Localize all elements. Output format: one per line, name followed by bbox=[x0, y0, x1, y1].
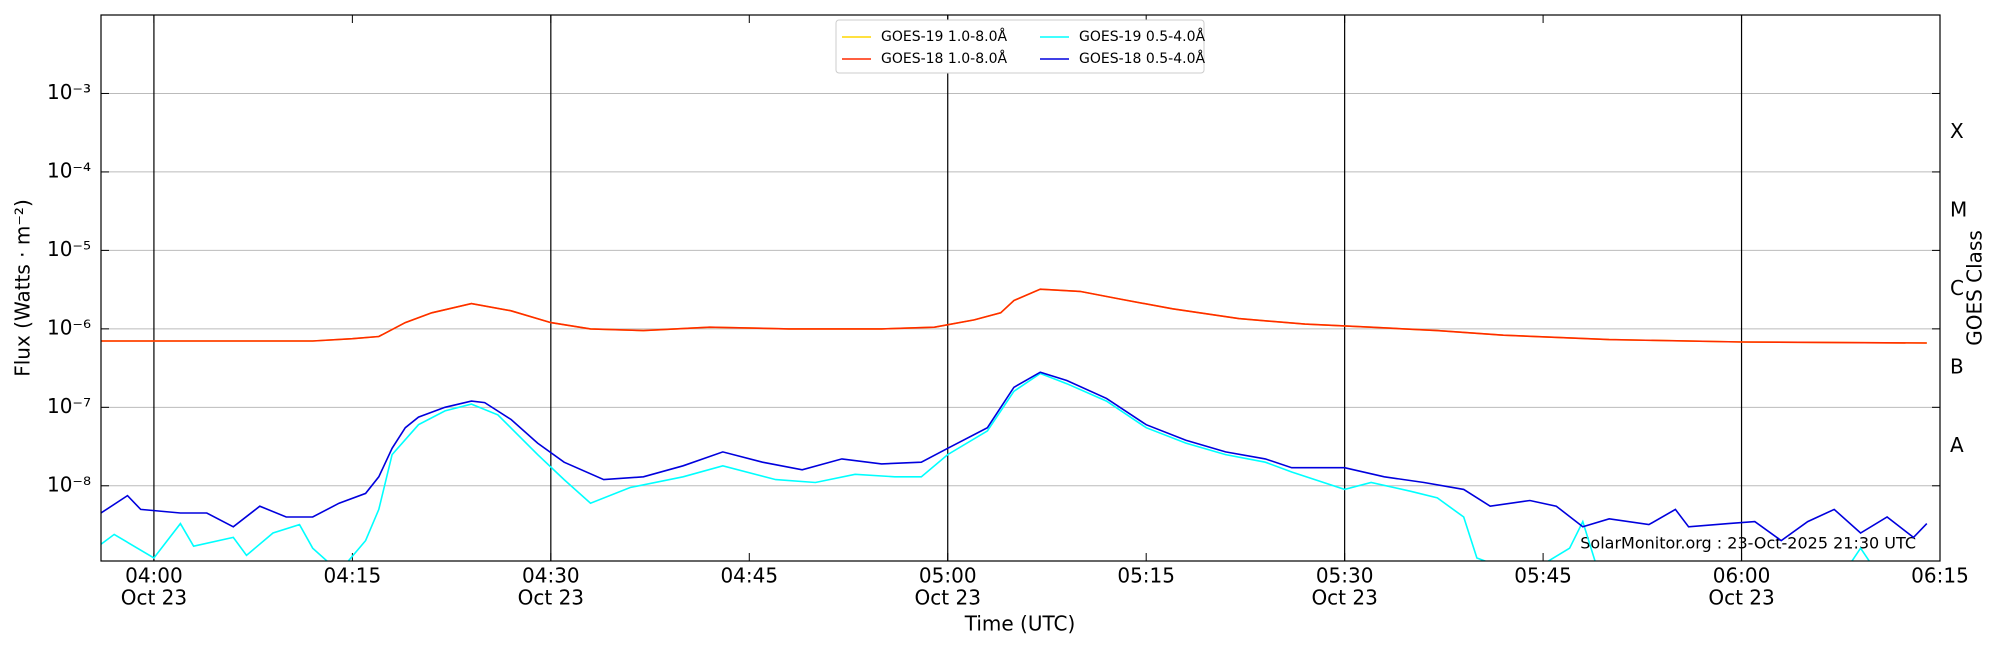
flux-line bbox=[101, 372, 1871, 561]
y2-tick-label: B bbox=[1950, 355, 1964, 379]
y-tick-label: 10⁻⁸ bbox=[47, 472, 91, 496]
x-tick-date: Oct 23 bbox=[518, 586, 584, 610]
legend-box bbox=[835, 19, 1205, 74]
x-axis-label: Time (UTC) bbox=[964, 612, 1076, 636]
x-tick-date: Oct 23 bbox=[1311, 586, 1377, 610]
y-axis-label: Flux (Watts · m⁻²) bbox=[11, 199, 35, 377]
x-tick-label: 05:15 bbox=[1117, 564, 1175, 588]
x-tick-label: 05:00 bbox=[919, 564, 977, 588]
y-tick-label: 10⁻⁶ bbox=[47, 315, 91, 339]
x-tick-label: 04:30 bbox=[522, 564, 580, 588]
flux-line bbox=[101, 288, 1927, 344]
y2-tick-label: A bbox=[1950, 433, 1964, 457]
x-tick-date: Oct 23 bbox=[121, 586, 187, 610]
x-tick-date: Oct 23 bbox=[1708, 586, 1774, 610]
x-tick-label: 05:30 bbox=[1316, 564, 1374, 588]
y2-tick-label: X bbox=[1950, 119, 1964, 143]
plot-lines bbox=[101, 288, 1928, 561]
y-tick-label: 10⁻³ bbox=[47, 80, 91, 104]
y-tick-label: 10⁻⁵ bbox=[47, 237, 91, 261]
plot-frame bbox=[100, 14, 1941, 562]
x-tick-label: 04:00 bbox=[125, 564, 183, 588]
legend-label: GOES-19 0.5-4.0Å bbox=[1079, 28, 1205, 45]
x-tick-label: 04:15 bbox=[324, 564, 382, 588]
legend-label: GOES-19 1.0-8.0Å bbox=[881, 28, 1007, 45]
legend-label: GOES-18 1.0-8.0Å bbox=[881, 50, 1007, 67]
x-tick-label: 05:45 bbox=[1514, 564, 1572, 588]
y2-tick-label: C bbox=[1950, 276, 1964, 300]
x-tick-label: 04:45 bbox=[720, 564, 778, 588]
x-tick-label: 06:00 bbox=[1713, 564, 1771, 588]
x-tick-date: Oct 23 bbox=[915, 586, 981, 610]
x-tick-label: 06:15 bbox=[1911, 564, 1969, 588]
y2-axis-label: GOES Class bbox=[1963, 230, 1987, 346]
y-tick-label: 10⁻⁴ bbox=[47, 158, 91, 182]
flux-line bbox=[101, 371, 1928, 542]
y-tick-label: 10⁻⁷ bbox=[47, 394, 91, 418]
annotation: SolarMonitor.org : 23-Oct-2025 21:30 UTC bbox=[1580, 534, 1916, 553]
y2-tick-label: M bbox=[1950, 198, 1967, 222]
legend-label: GOES-18 0.5-4.0Å bbox=[1079, 50, 1205, 67]
